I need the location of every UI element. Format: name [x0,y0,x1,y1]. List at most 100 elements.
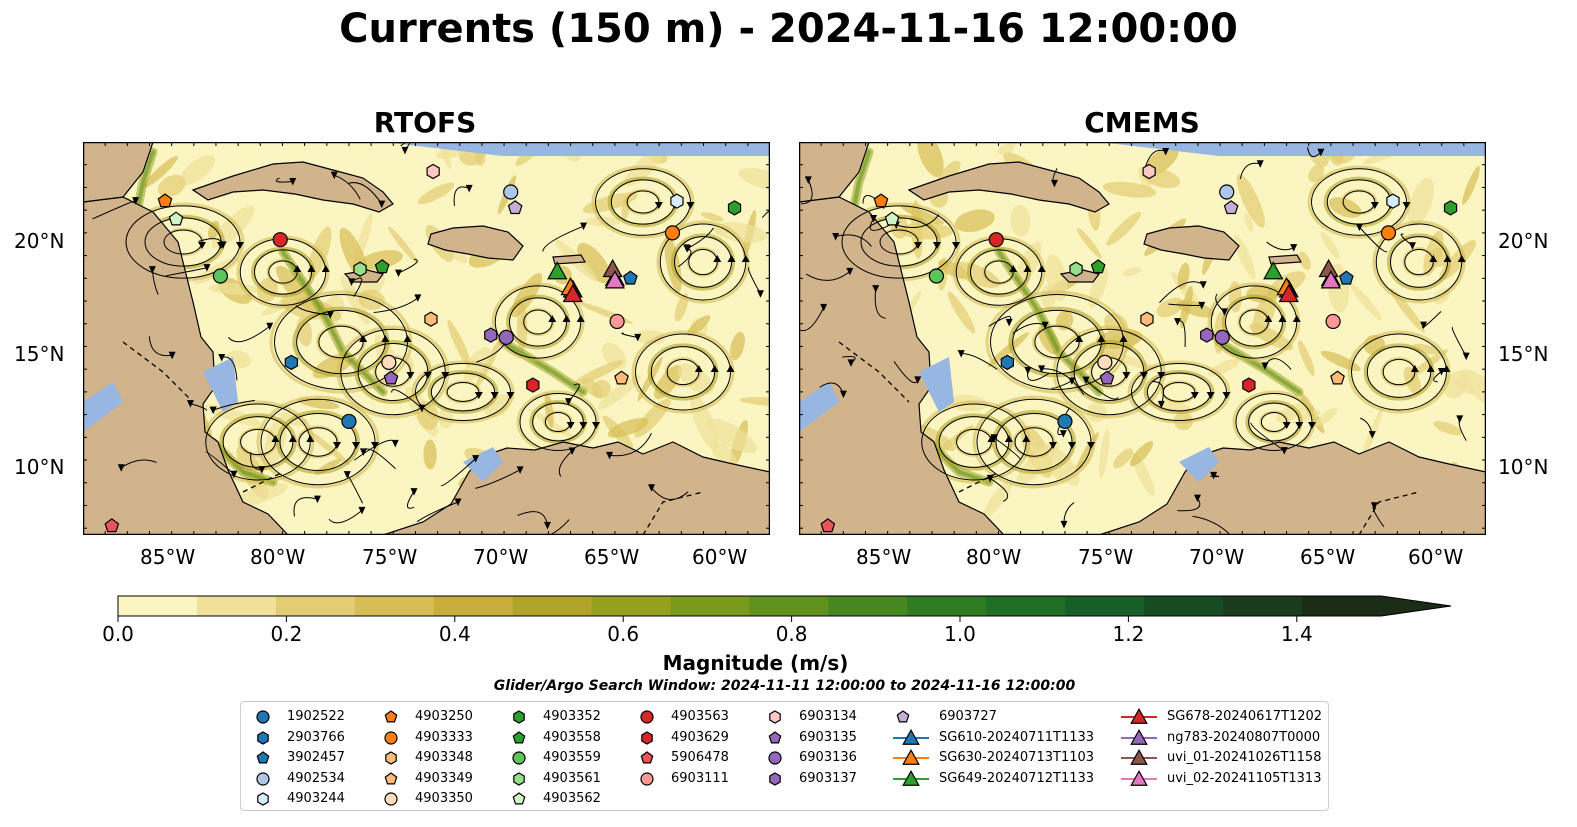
lat-tick-label-left: 15°N [14,342,65,366]
streamline [275,177,293,183]
streamline [1159,281,1204,303]
legend-label: 4903559 [543,750,601,765]
streamline-arrow [580,222,588,231]
streamline [475,469,521,489]
streamline-arrow [566,422,575,429]
water-mask [83,382,123,432]
streamline-arrow [330,171,338,180]
legend-label: 2903766 [287,729,345,745]
streamline-arrow [933,242,941,249]
streamline-arrow [307,265,316,272]
marker-4903563 [988,232,1004,248]
streamline-arrow [359,448,367,456]
streamline [1266,241,1294,251]
legend-label: 5906478 [671,750,729,765]
marker-6903135 [383,370,399,385]
map-frame [799,142,1486,535]
legend-label: SG610-20240711T1133 [939,729,1095,745]
streamline [1041,368,1085,396]
streamline-arrow [391,439,399,448]
streamline-arrow [218,353,226,362]
streamline [373,297,419,313]
streamline-arrow [1426,365,1435,372]
cmems-lon-tick-label: 70°W [1189,545,1245,569]
streamline-arrow [634,333,642,342]
colorbar-segment [354,596,435,616]
colorbar-segment [196,596,277,616]
streamline [548,519,570,535]
marker-4903563 [272,232,288,248]
streamline-arrow [713,255,722,262]
streamline [1168,303,1202,306]
marker-6903111 [1325,313,1341,330]
streamline [542,225,584,252]
cmems-lon-tick-label: 80°W [966,545,1022,569]
legend-triangle-icon [902,728,920,745]
streamline [1451,326,1467,357]
marker-4903244 [1386,193,1400,209]
streamline [609,432,652,457]
streamline [250,452,262,471]
streamline [440,458,476,487]
streamline-arrow [820,303,828,312]
rtofs-lon-tick-label: 65°W [584,545,640,569]
legend-circle-icon [640,771,654,786]
streamline [621,332,638,338]
legend-label: ng783-20240807T0000 [1167,729,1321,745]
marker-uvi_02-20241105T1313 [1320,270,1341,289]
land-mass [1143,225,1240,261]
rtofs-lon-tick-label: 85°W [140,545,196,569]
streamline-arrow [1220,308,1228,316]
marker-6903727 [1223,200,1239,215]
marker-2903766 [284,354,298,371]
streamline [204,451,235,475]
marker-4903558 [1090,259,1106,274]
streamline-arrow [1210,471,1218,480]
marker-6903137 [484,327,498,343]
colorbar-segment [670,596,750,616]
panel-title-rtofs: RTOFS [373,106,477,139]
legend: 1902522 2903766 3902457 4902534 4903244 49032… [240,701,1329,811]
legend-label: 4903563 [671,709,729,724]
streamline-arrow [1190,392,1199,399]
marker-uvi_02-20241105T1313 [604,270,625,289]
streamline-arrow [186,400,194,408]
rtofs-lon-tick-label: 75°W [362,545,418,569]
streamline [1192,515,1231,535]
streamline [651,487,689,500]
streamline-arrow [352,442,360,449]
streamline-arrow [1122,372,1131,379]
legend-label: 4903348 [415,750,473,765]
cmems-lon-tick-label: 60°W [1408,545,1464,569]
legend-hexagon-icon [769,771,781,786]
streamline-arrow [148,266,156,274]
streamline-arrow [1429,255,1438,262]
streamline [1250,422,1285,452]
colorbar-tick-label: 1.4 [1280,622,1313,646]
marker-6903111 [609,313,625,330]
colorbar-tick-label: 0.2 [270,622,303,646]
streamline-arrow [568,447,576,456]
marker-4903250 [873,193,889,208]
colorbar-segment [591,596,672,616]
streamline-arrow [694,365,703,372]
streamline-arrow [872,285,880,293]
streamline-arrow [1408,242,1416,250]
streamline-arrow [1355,223,1363,232]
colorbar-segment [1223,596,1303,616]
streamline-arrow [1370,202,1379,209]
legend-label: 4903352 [543,709,601,724]
rtofs-lon-tick-label: 70°W [473,545,529,569]
streamline-arrow [548,315,557,322]
rtofs-lon-tick-label: 60°W [692,545,748,569]
marker-4903629 [526,377,540,393]
marker-6903137 [1200,327,1214,343]
legend-label: 6903111 [671,770,729,786]
streamline-arrow [132,197,140,205]
streamline-arrow [562,315,571,322]
streamline-arrow [1059,430,1067,438]
streamline [190,403,207,412]
streamline-arrow [371,442,379,449]
water-mask [203,357,238,412]
cmems-lon-tick-label: 75°W [1078,545,1134,569]
